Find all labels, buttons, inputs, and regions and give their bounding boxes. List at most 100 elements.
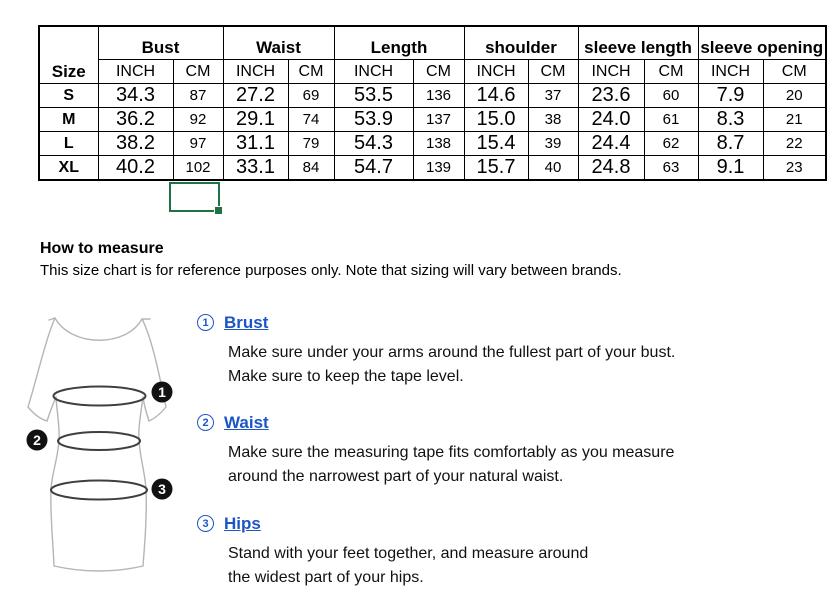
cell: 53.9	[333, 107, 414, 132]
cell: 24.4	[577, 131, 645, 156]
unit-header: CM	[287, 59, 335, 84]
size-column-header: Size	[38, 25, 99, 84]
group-header-waist: Waist	[222, 25, 335, 60]
badge-3-icon	[151, 478, 173, 500]
instruction-text: Stand with your feet together, and measu…	[228, 545, 589, 562]
cell: 61	[643, 107, 699, 132]
cell: 8.7	[697, 131, 764, 156]
size-chart-table: Size Bust Waist Length shoulder sleeve l…	[38, 25, 827, 181]
cell: 139	[412, 155, 465, 181]
instruction-text: Make sure to keep the tape level.	[228, 368, 464, 385]
dress-measurement-diagram: 1 2 3	[26, 317, 173, 572]
cell: 9.1	[697, 155, 764, 181]
cell: 36.2	[97, 107, 174, 132]
hips-measure-line	[50, 479, 148, 501]
hips-link[interactable]: Hips	[224, 513, 261, 533]
cell: 137	[412, 107, 465, 132]
cell: 102	[172, 155, 224, 181]
cell: 20	[762, 83, 827, 108]
bust-link[interactable]: Brust	[224, 312, 269, 332]
cell: 24.0	[577, 107, 645, 132]
unit-header: CM	[172, 59, 224, 84]
waist-link[interactable]: Waist	[224, 412, 269, 432]
how-to-measure-note: This size chart is for reference purpose…	[40, 262, 622, 279]
instruction-text: Make sure under your arms around the ful…	[228, 344, 676, 361]
group-header-bust: Bust	[97, 25, 224, 60]
badge-3-number: 3	[158, 481, 166, 497]
cell: 92	[172, 107, 224, 132]
size-label: M	[38, 107, 99, 132]
cell: 15.7	[463, 155, 529, 181]
badge-2-number: 2	[33, 432, 41, 448]
cell: 23	[762, 155, 827, 181]
cell: 39	[527, 131, 579, 156]
cell: 63	[643, 155, 699, 181]
instruction-section-bust: 1 Brust Make sure under your arms around…	[197, 312, 757, 389]
cell: 37	[527, 83, 579, 108]
cell: 8.3	[697, 107, 764, 132]
cell: 34.3	[97, 83, 174, 108]
instruction-text: the widest part of your hips.	[228, 569, 424, 586]
cell: 54.3	[333, 131, 414, 156]
table-row-xl: XL 40.2 102 33.1 84 54.7 139 15.7 40 24.…	[38, 155, 827, 181]
unit-header: CM	[527, 59, 579, 84]
cell: 40.2	[97, 155, 174, 181]
group-header-shoulder: shoulder	[463, 25, 579, 60]
table-row-m: M 36.2 92 29.1 74 53.9 137 15.0 38 24.0 …	[38, 107, 827, 132]
instruction-section-hips: 3 Hips Stand with your feet together, an…	[197, 513, 757, 590]
cell: 79	[287, 131, 335, 156]
unit-header: INCH	[577, 59, 645, 84]
cell: 87	[172, 83, 224, 108]
selection-handle-icon	[214, 206, 223, 215]
group-header-sleeve-opening: sleeve opening	[697, 25, 827, 60]
excel-selection-box	[169, 182, 223, 215]
cell: 7.9	[697, 83, 764, 108]
cell: 74	[287, 107, 335, 132]
cell: 31.1	[222, 131, 289, 156]
unit-header: INCH	[97, 59, 174, 84]
bust-measure-line	[52, 385, 147, 407]
cell: 54.7	[333, 155, 414, 181]
cell: 22	[762, 131, 827, 156]
unit-header: CM	[762, 59, 827, 84]
badge-1-number: 1	[158, 384, 166, 400]
cell: 138	[412, 131, 465, 156]
cell: 29.1	[222, 107, 289, 132]
circled-3-icon: 3	[197, 515, 214, 532]
cell: 14.6	[463, 83, 529, 108]
circled-1-icon: 1	[197, 314, 214, 331]
cell: 53.5	[333, 83, 414, 108]
instruction-section-waist: 2 Waist Make sure the measuring tape fit…	[197, 412, 757, 489]
group-header-sleeve-length: sleeve length	[577, 25, 699, 60]
unit-header: INCH	[333, 59, 414, 84]
unit-header: CM	[412, 59, 465, 84]
cell: 97	[172, 131, 224, 156]
cell: 62	[643, 131, 699, 156]
cell: 27.2	[222, 83, 289, 108]
circled-2-icon: 2	[197, 414, 214, 431]
table-row-s: S 34.3 87 27.2 69 53.5 136 14.6 37 23.6 …	[38, 83, 827, 108]
unit-header: INCH	[222, 59, 289, 84]
cell: 21	[762, 107, 827, 132]
cell: 15.4	[463, 131, 529, 156]
cell: 33.1	[222, 155, 289, 181]
cell: 23.6	[577, 83, 645, 108]
badge-1-icon	[151, 381, 173, 403]
cell: 40	[527, 155, 579, 181]
cell: 136	[412, 83, 465, 108]
group-header-length: Length	[333, 25, 465, 60]
cell: 60	[643, 83, 699, 108]
dress-outline	[27, 317, 167, 572]
cell: 15.0	[463, 107, 529, 132]
how-to-measure-title: How to measure	[40, 240, 164, 257]
instruction-text: Make sure the measuring tape fits comfor…	[228, 444, 675, 461]
badge-2-icon	[26, 429, 48, 451]
cell: 38	[527, 107, 579, 132]
unit-header: INCH	[697, 59, 764, 84]
size-label: L	[38, 131, 99, 156]
table-row-l: L 38.2 97 31.1 79 54.3 138 15.4 39 24.4 …	[38, 131, 827, 156]
unit-header: CM	[643, 59, 699, 84]
instruction-text: around the narrowest part of your natura…	[228, 468, 564, 485]
cell: 38.2	[97, 131, 174, 156]
